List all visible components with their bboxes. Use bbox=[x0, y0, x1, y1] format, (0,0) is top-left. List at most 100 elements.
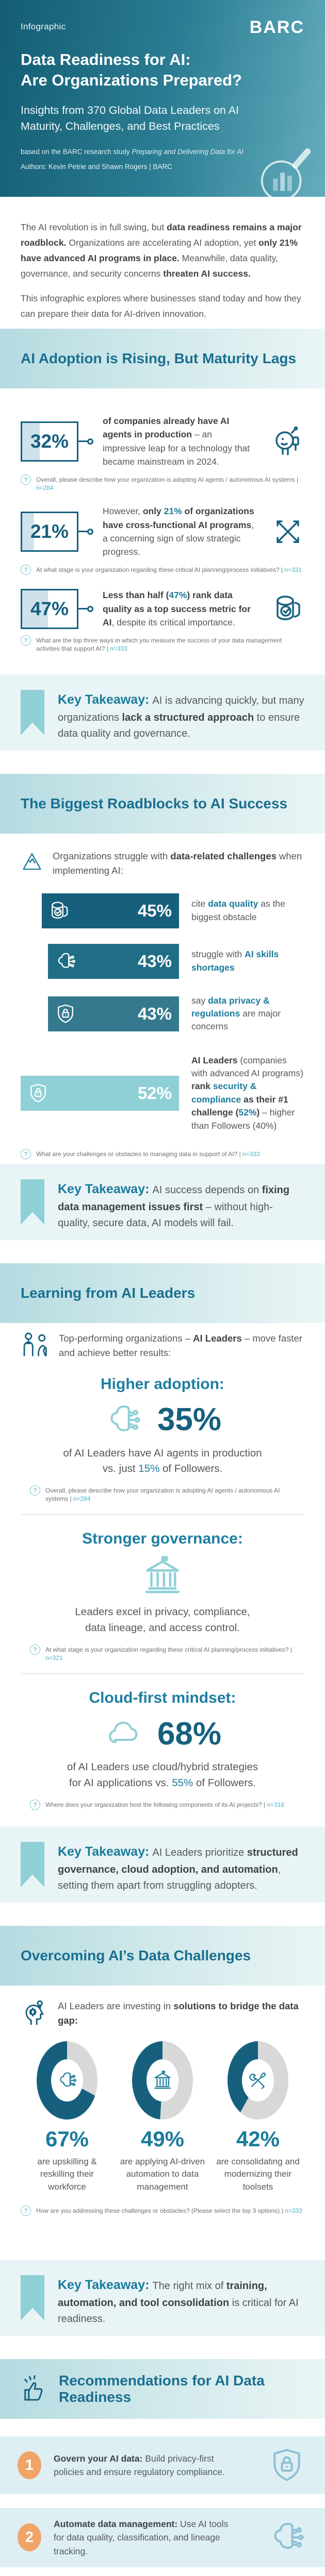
stat-text-47: Less than half (47%) rank data quality a… bbox=[103, 590, 251, 628]
bar-row-data-quality: 45% cite data quality as the biggest obs… bbox=[21, 893, 304, 928]
overcoming-intro: AI Leaders are investing in solutions to… bbox=[21, 1999, 304, 2028]
section-band-recommendations: Recommendations for AI Data Readiness bbox=[0, 2359, 325, 2419]
donut-automation: 49% are applying AI-driven automation to… bbox=[117, 2041, 208, 2194]
intro-paragraph-2: This infographic explores where business… bbox=[21, 293, 301, 319]
question-text: Overall, please describe how your organi… bbox=[36, 476, 299, 492]
recommendations-section: 1 Govern your AI data: Build privacy-fir… bbox=[0, 2419, 325, 2576]
takeaway-body: AI is advancing quickly, but many organi… bbox=[58, 695, 304, 739]
donut-value: 67% bbox=[45, 2126, 89, 2151]
connector-line bbox=[78, 608, 87, 610]
caption-line1: Leaders excel in privacy, compliance, bbox=[75, 1606, 250, 1618]
spacer bbox=[0, 1240, 325, 1263]
caption-line2: vs. just 15% of Followers. bbox=[102, 1463, 223, 1475]
donut-toolsets: 42% are consolidating and modernizing th… bbox=[213, 2041, 303, 2194]
donut-value: 42% bbox=[236, 2126, 280, 2151]
stat-value-68: 68% bbox=[157, 1716, 222, 1752]
donut-caption: are upskilling & reskilling their workfo… bbox=[37, 2156, 97, 2192]
robot-icon bbox=[271, 425, 304, 458]
key-takeaway-2: Key Takeaway: AI success depends on fixin… bbox=[0, 1164, 325, 1240]
question-icon: ? bbox=[21, 2206, 31, 2216]
recommendation-text: Govern your AI data: Build privacy-first… bbox=[54, 2453, 225, 2477]
takeaway-label: Key Takeaway: bbox=[58, 1844, 150, 1859]
survey-question-8: ? How are you addressing these challenge… bbox=[21, 2206, 304, 2217]
survey-question-6: ? At what stage is your organization reg… bbox=[21, 1644, 304, 1662]
section-title-adoption: AI Adoption is Rising, But Maturity Lags bbox=[21, 350, 297, 366]
key-takeaway-1: Key Takeaway: AI is advancing quickly, bu… bbox=[0, 674, 325, 751]
stat-box-32: 32% bbox=[21, 421, 78, 462]
basis-line: based on the BARC research study Prepari… bbox=[21, 148, 304, 156]
takeaway-label: Key Takeaway: bbox=[58, 1182, 150, 1196]
question-icon: ? bbox=[30, 1485, 40, 1496]
question-text: What are your challenges or obstacles to… bbox=[36, 1150, 260, 1158]
cloud-first-caption: of AI Leaders use cloud/hybrid strategie… bbox=[21, 1759, 304, 1791]
overcoming-section: AI Leaders are investing in solutions to… bbox=[0, 1986, 325, 2260]
stat-box-21: 21% bbox=[21, 511, 78, 552]
cloud-first-heading: Cloud-first mindset: bbox=[89, 1689, 236, 1707]
authors-line: Authors: Kevin Petrie and Shawn Rogers |… bbox=[21, 162, 172, 171]
bar-caption: say data privacy & regulations are major… bbox=[191, 995, 281, 1032]
governance-bank-icon bbox=[140, 1554, 185, 1598]
key-takeaway-4: Key Takeaway: The right mix of training, … bbox=[0, 2260, 325, 2336]
section-title-leaders: Learning from AI Leaders bbox=[21, 1285, 196, 1301]
donut-chart-49 bbox=[132, 2041, 193, 2120]
bar-52: 52% bbox=[21, 1075, 179, 1111]
subtitle: Insights from 370 Global Data Leaders on… bbox=[21, 104, 239, 132]
connector-line bbox=[78, 440, 87, 442]
page-title: Data Readiness for AI: Are Organizations … bbox=[21, 49, 304, 91]
roadblocks-intro-text: Organizations struggle with data-related… bbox=[53, 851, 302, 876]
bar-caption: AI Leaders (companies with advanced AI p… bbox=[191, 1055, 303, 1131]
caption-line1: of AI Leaders use cloud/hybrid strategie… bbox=[67, 1761, 258, 1773]
section-title-roadblocks: The Biggest Roadblocks to AI Success bbox=[21, 795, 288, 811]
question-icon: ? bbox=[21, 565, 31, 575]
step-number-badge: 2 bbox=[18, 2523, 41, 2552]
higher-adoption-caption: of AI Leaders have AI agents in producti… bbox=[21, 1446, 304, 1478]
stat-row-21: 21% However, only 21% of organizations h… bbox=[21, 504, 304, 558]
question-text: Where does your organization host the fo… bbox=[45, 1801, 285, 1808]
section-band-adoption: AI Adoption is Rising, But Maturity Lags bbox=[0, 329, 325, 388]
header: Infographic BARC Data Readiness for AI: A… bbox=[0, 0, 325, 197]
bar-row-privacy: 43% say data privacy & regulations are m… bbox=[21, 994, 304, 1033]
donut-value: 49% bbox=[140, 2126, 185, 2151]
spacer bbox=[0, 1903, 325, 1926]
connector-dot bbox=[87, 528, 93, 535]
bookmark-ribbon-icon bbox=[21, 1842, 44, 1887]
spacer bbox=[0, 751, 325, 774]
roadblocks-section: Organizations struggle with data-related… bbox=[0, 834, 325, 1164]
higher-adoption-heading: Higher adoption: bbox=[101, 1375, 224, 1393]
leader-follower-people-icon bbox=[21, 1331, 51, 1358]
intro-paragraph-1: The AI revolution is in full swing, but … bbox=[21, 222, 302, 279]
question-icon: ? bbox=[21, 474, 31, 485]
caption-line2: data lineage, and access control. bbox=[85, 1622, 240, 1634]
takeaway-text: Key Takeaway: The right mix of training, … bbox=[58, 2275, 304, 2327]
divider bbox=[21, 1673, 304, 1674]
takeaway-label: Key Takeaway: bbox=[58, 692, 150, 707]
caption-line1: of AI Leaders have AI agents in producti… bbox=[63, 1447, 262, 1459]
section-band-roadblocks: The Biggest Roadblocks to AI Success bbox=[0, 774, 325, 834]
bar-value: 52% bbox=[137, 1083, 172, 1103]
survey-question-1: ? Overall, please describe how your orga… bbox=[21, 474, 304, 492]
data-quality-icon bbox=[271, 592, 304, 625]
donut-charts: 67% are upskilling & reskilling their wo… bbox=[21, 2041, 304, 2194]
bar-value: 45% bbox=[137, 901, 172, 920]
title-line1: Data Readiness for AI: bbox=[21, 50, 191, 69]
bar-43b: 43% bbox=[48, 996, 179, 1031]
question-text: What are the top three ways in which you… bbox=[36, 637, 282, 653]
stat-box-47: 47% bbox=[21, 588, 78, 629]
spacer bbox=[0, 2336, 325, 2359]
bookmark-ribbon-icon bbox=[21, 2275, 44, 2320]
recommendation-2: 2 Automate data management: Use AI tools… bbox=[0, 2508, 325, 2567]
takeaway-text: Key Takeaway: AI Leaders prioritize struc… bbox=[58, 1842, 304, 1894]
bar-row-security: 52% AI Leaders (companies with advanced … bbox=[21, 1054, 304, 1132]
connector-dot bbox=[87, 605, 93, 612]
question-text: At what stage is your organization regar… bbox=[36, 566, 302, 574]
magnifier-chart-icon bbox=[257, 143, 318, 197]
ai-brain-icon bbox=[56, 2070, 78, 2091]
governance-bank-icon bbox=[152, 2070, 173, 2091]
bar-caption: cite data quality as the biggest obstacl… bbox=[191, 899, 285, 922]
question-text: Overall, please describe how your organi… bbox=[45, 1487, 280, 1503]
step-number-badge: 1 bbox=[18, 2451, 41, 2479]
caption-line2: for AI applications vs. 55% of Followers… bbox=[69, 1777, 256, 1789]
donut-caption: are applying AI-driven automation to dat… bbox=[120, 2156, 205, 2192]
ai-brain-icon bbox=[54, 950, 77, 973]
